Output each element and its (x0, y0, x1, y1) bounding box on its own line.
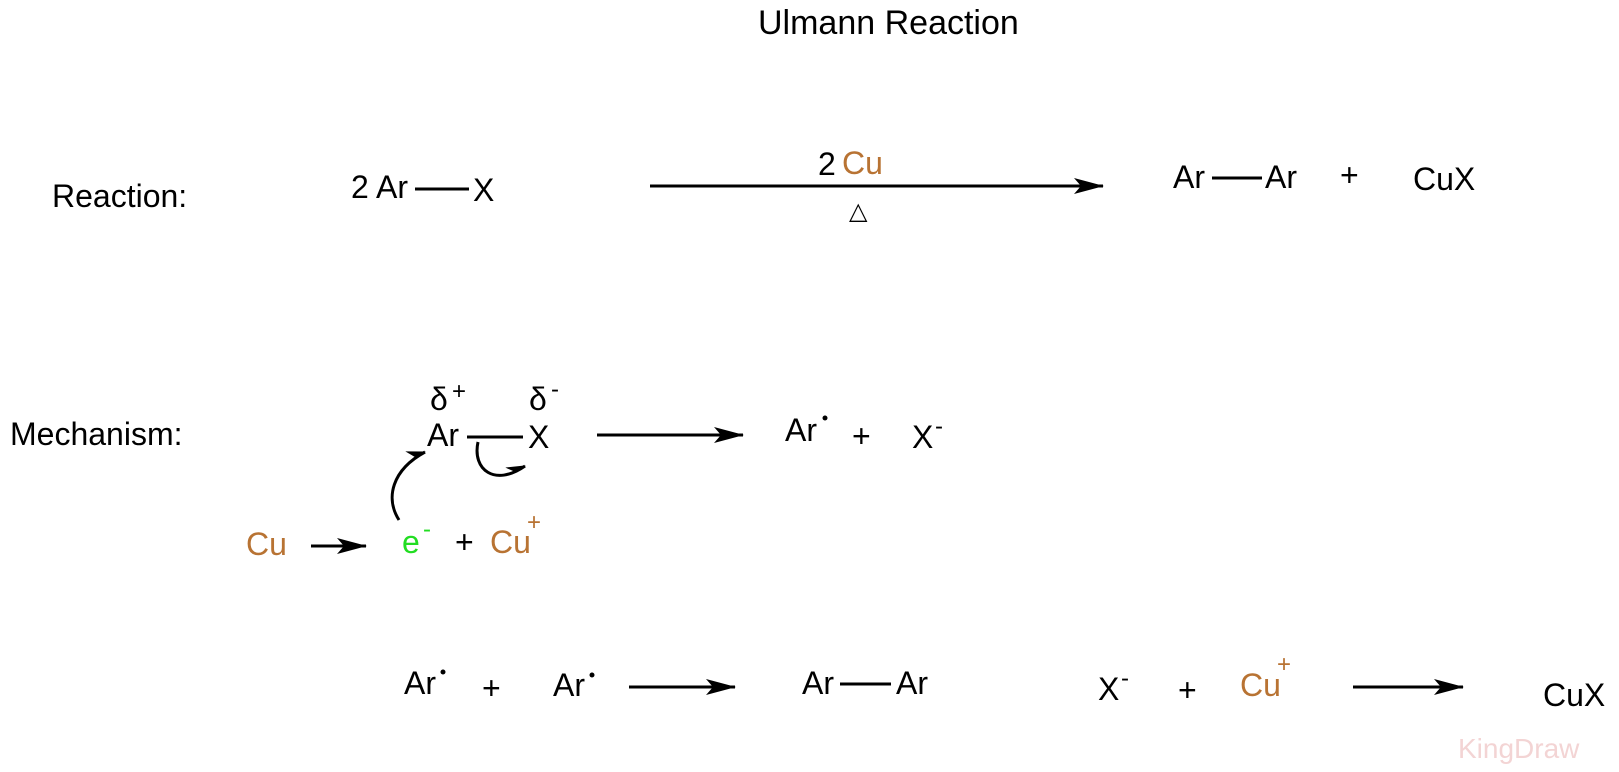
halide-anion: X (912, 419, 934, 455)
partial-negative-sup: - (551, 376, 559, 403)
product-aryl-b: Ar (1265, 159, 1297, 195)
product-aryl-a: Ar (1173, 159, 1205, 195)
mechanism-plus-2: + (455, 524, 474, 560)
halide-anion-sup: - (935, 413, 943, 440)
partial-positive: δ (430, 381, 448, 417)
mechanism-plus: + (852, 418, 871, 454)
step3-product-cux: CuX (1543, 677, 1606, 713)
step2-product-aryl-a: Ar (802, 665, 834, 701)
reaction-label: Reaction: (52, 178, 188, 214)
copper-ion-sup: + (527, 509, 542, 536)
step3-copper-ion: Cu (1240, 667, 1281, 703)
aryl-radical: Ar (785, 412, 817, 448)
electron-sup: - (423, 516, 431, 543)
reagent-coefficient: 2 (818, 146, 836, 182)
step2-radical-2: Ar (553, 667, 585, 703)
step3-anion: X (1098, 671, 1120, 707)
step2-radical-1: Ar (404, 665, 436, 701)
reactant-aryl: Ar (376, 169, 408, 205)
electron-transfer-curved-arrow (390, 450, 426, 521)
step3-plus: + (1178, 672, 1197, 708)
mechanism-label: Mechanism: (10, 416, 183, 452)
step2-radical-dot-1 (440, 669, 446, 675)
byproduct-cux: CuX (1413, 161, 1476, 197)
reagent-copper: Cu (842, 145, 883, 181)
mechanism-halide: X (528, 419, 550, 455)
electron: e (402, 524, 420, 560)
step3-copper-ion-sup: + (1277, 651, 1292, 678)
step3-anion-sup: - (1121, 665, 1129, 692)
partial-negative: δ (529, 381, 547, 417)
reactant-halide: X (473, 172, 495, 208)
bond-cleavage-curved-arrow (475, 441, 526, 477)
heat-condition: △ (849, 198, 868, 225)
mechanism-aryl: Ar (427, 417, 459, 453)
partial-positive-sup: + (452, 378, 467, 405)
step2-product-aryl-b: Ar (896, 665, 928, 701)
radical-dot (822, 415, 828, 421)
copper-ion: Cu (490, 524, 531, 560)
reactant-coefficient: 2 (351, 169, 369, 205)
step2-radical-dot-2 (589, 672, 595, 678)
copper-metal: Cu (246, 526, 287, 562)
reaction-plus: + (1340, 157, 1359, 193)
page-title: Ulmann Reaction (758, 4, 1019, 42)
watermark: KingDraw (1458, 733, 1580, 764)
step2-plus: + (482, 670, 501, 706)
